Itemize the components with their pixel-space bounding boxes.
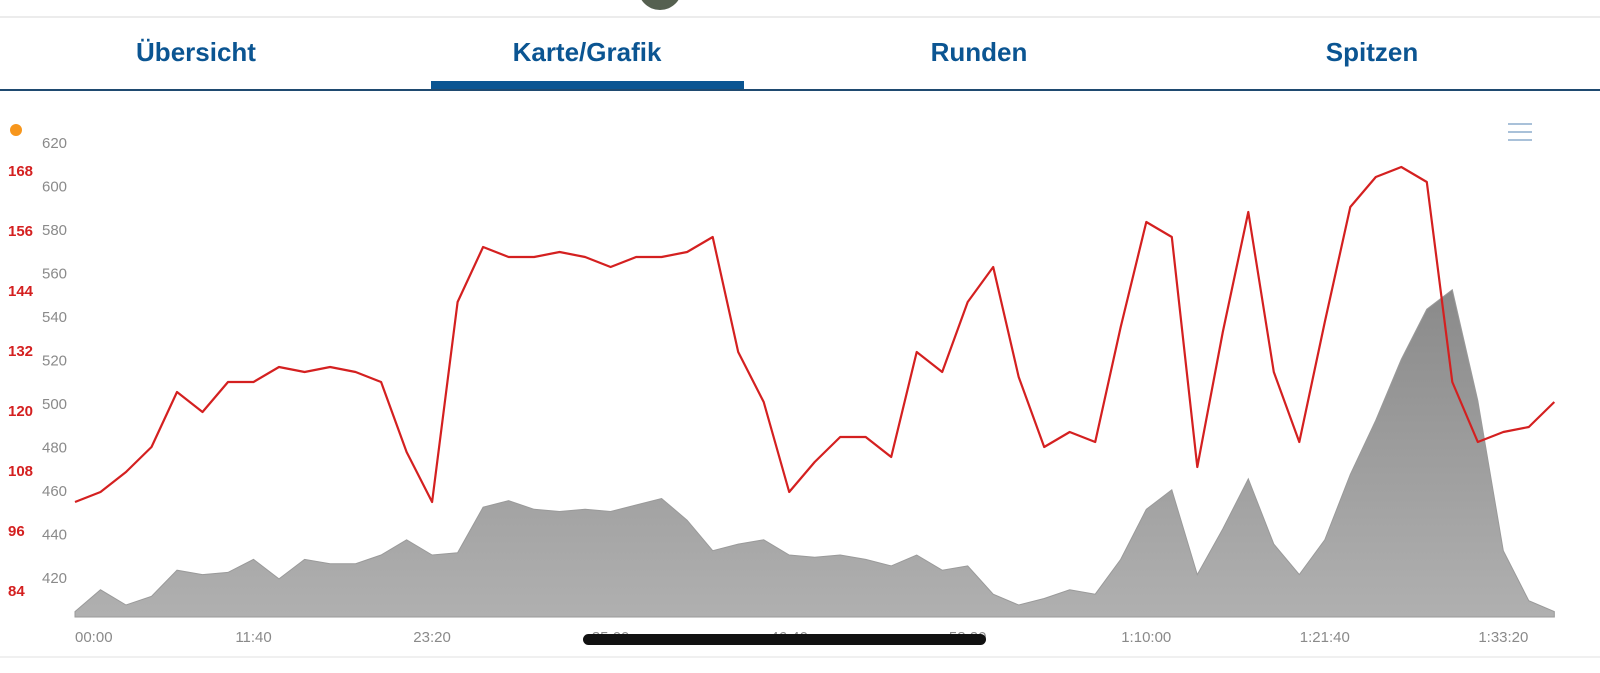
y-tick-label: 500 [42, 396, 67, 413]
y-tick-label: 420 [42, 570, 67, 587]
x-tick-label: 00:00 [75, 629, 113, 646]
home-indicator [583, 634, 986, 645]
y-tick-label: 560 [42, 265, 67, 282]
y2-tick-label: 84 [8, 583, 25, 600]
y2-tick-label: 96 [8, 523, 25, 540]
menu-icon[interactable] [1508, 123, 1532, 141]
x-tick-label: 23:20 [413, 629, 451, 646]
y-tick-label: 580 [42, 222, 67, 239]
x-tick-label: 1:21:40 [1300, 629, 1350, 646]
y2-tick-label: 168 [8, 163, 33, 180]
x-tick-label: 1:10:00 [1121, 629, 1171, 646]
y-tick-label: 620 [42, 135, 67, 152]
y2-tick-label: 156 [8, 223, 33, 240]
y-tick-label: 460 [42, 483, 67, 500]
x-tick-label: 11:40 [235, 629, 271, 646]
y2-tick-label: 120 [8, 403, 33, 420]
x-tick-label: 1:33:20 [1478, 629, 1528, 646]
y2-tick-label: 132 [8, 343, 33, 360]
avatar [641, 0, 679, 10]
chart: 420 440 460 480 500 520 540 560 580 600 620 84 96 108… [8, 135, 1556, 646]
y2-tick-label: 108 [8, 463, 33, 480]
y-tick-label: 600 [42, 178, 67, 195]
tab-indicator [431, 81, 744, 90]
marker-dot [10, 124, 22, 136]
tab[interactable]: Übersicht [136, 37, 256, 67]
tab[interactable]: Spitzen [1326, 37, 1418, 67]
y-tick-label: 440 [42, 526, 67, 543]
elevation-area [74, 288, 1555, 618]
tab-bar: Übersicht Karte/Grafik Runden Spitzen [0, 37, 1600, 91]
y2-tick-label: 144 [8, 283, 34, 300]
tab[interactable]: Runden [931, 37, 1028, 67]
y-tick-label: 520 [42, 352, 67, 369]
y-tick-label: 480 [42, 439, 67, 456]
tab-active[interactable]: Karte/Grafik [513, 37, 662, 67]
y-tick-label: 540 [42, 309, 67, 326]
heart-rate-line [74, 165, 1556, 504]
